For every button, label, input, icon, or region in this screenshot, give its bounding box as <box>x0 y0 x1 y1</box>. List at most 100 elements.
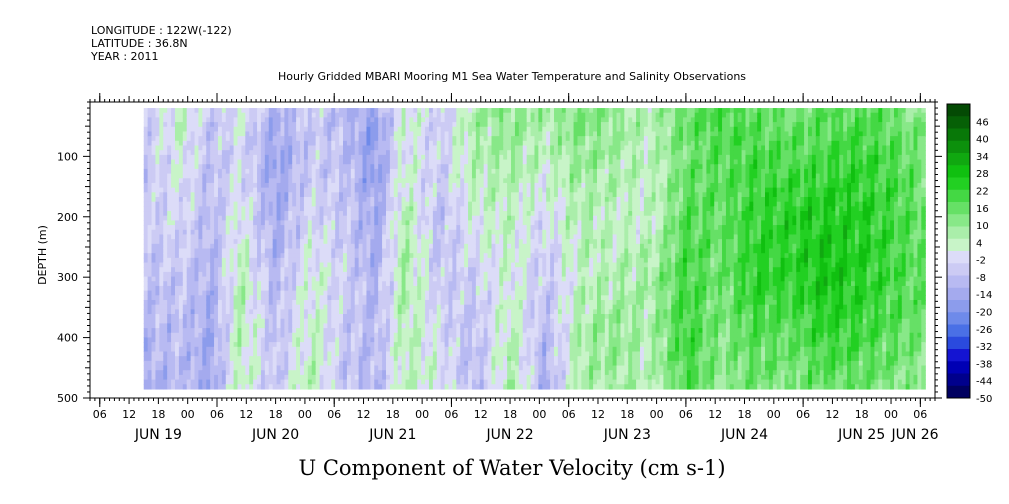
heatmap-cell <box>378 168 383 175</box>
heatmap-cell <box>327 187 332 193</box>
heatmap-cell <box>432 379 438 385</box>
heatmap-cell <box>428 360 434 367</box>
heatmap-cell <box>432 384 438 390</box>
heatmap-cell <box>210 318 215 324</box>
heatmap-cell <box>159 229 164 236</box>
heatmap-cell <box>382 356 387 362</box>
heatmap-cell <box>405 314 411 320</box>
heatmap-cell <box>440 187 446 193</box>
heatmap-cell <box>159 126 164 133</box>
heatmap-cell <box>202 346 207 353</box>
heatmap-cell <box>335 145 340 151</box>
heatmap-cell <box>229 173 235 179</box>
heatmap-cell <box>303 314 309 320</box>
heatmap-cell <box>440 117 446 123</box>
heatmap-cell <box>307 225 313 231</box>
heatmap-cell <box>253 342 258 348</box>
heatmap-cell <box>174 328 180 334</box>
heatmap-cell <box>174 117 180 123</box>
heatmap-cell <box>327 145 332 151</box>
heatmap-cell <box>178 215 184 221</box>
heatmap-cell <box>233 295 239 301</box>
heatmap-cell <box>335 356 340 362</box>
heatmap-cell <box>409 168 414 175</box>
heatmap-cell <box>319 168 325 175</box>
heatmap-cell <box>307 150 313 156</box>
heatmap-cell <box>343 131 348 137</box>
heatmap-cell <box>413 126 418 133</box>
heatmap-cell <box>284 243 289 250</box>
heatmap-cell <box>358 365 364 371</box>
heatmap-cell <box>339 159 344 165</box>
heatmap-cell <box>280 192 285 198</box>
heatmap-cell <box>374 248 379 254</box>
heatmap-cell <box>300 220 305 226</box>
heatmap-cell <box>452 262 457 268</box>
heatmap-cell <box>221 206 227 212</box>
heatmap-cell <box>167 314 172 320</box>
heatmap-cell <box>245 173 250 179</box>
heatmap-cell <box>440 239 446 245</box>
heatmap-cell <box>374 108 379 114</box>
heatmap-cell <box>428 112 434 118</box>
heatmap-cell <box>296 328 301 334</box>
heatmap-cell <box>432 145 438 151</box>
heatmap-cell <box>464 154 469 161</box>
heatmap-cell <box>229 281 235 287</box>
heatmap-cell <box>428 332 434 339</box>
heatmap-cell <box>311 290 317 296</box>
heatmap-cell <box>167 201 172 207</box>
heatmap-cell <box>186 323 192 329</box>
heatmap-cell <box>370 379 375 385</box>
heatmap-cell <box>346 332 352 339</box>
heatmap-cell <box>159 196 164 203</box>
heatmap-cell <box>225 173 231 179</box>
heatmap-cell <box>413 229 418 236</box>
heatmap-cell <box>311 248 317 254</box>
heatmap-cell <box>272 253 278 259</box>
heatmap-cell <box>370 309 375 315</box>
heatmap-cell <box>225 126 231 133</box>
heatmap-cell <box>448 140 454 147</box>
heatmap-cell <box>303 229 309 236</box>
heatmap-cell <box>272 374 278 381</box>
heatmap-cell <box>385 215 391 221</box>
heatmap-cell <box>147 337 153 343</box>
heatmap-cell <box>409 290 414 296</box>
heatmap-cell <box>268 309 274 315</box>
heatmap-cell <box>393 295 399 301</box>
heatmap-cell <box>198 262 203 268</box>
heatmap-cell <box>452 196 457 203</box>
heatmap-cell <box>327 211 332 217</box>
heatmap-cell <box>221 262 227 268</box>
heatmap-cell <box>397 253 403 259</box>
heatmap-cell <box>370 126 375 133</box>
heatmap-cell <box>292 384 297 390</box>
heatmap-cell <box>194 271 200 278</box>
heatmap-cell <box>335 253 340 259</box>
heatmap-cell <box>237 285 243 292</box>
heatmap-cell <box>229 211 235 217</box>
heatmap-cell <box>323 131 328 137</box>
heatmap-cell <box>264 267 270 273</box>
heatmap-cell <box>452 351 457 357</box>
heatmap-cell <box>421 108 426 114</box>
heatmap-cell <box>163 140 168 147</box>
heatmap-cell <box>151 365 157 371</box>
chart-header-title: Hourly Gridded MBARI Mooring M1 Sea Wate… <box>278 70 746 83</box>
heatmap-cell <box>464 159 469 165</box>
heatmap-cell <box>147 140 153 147</box>
heatmap-cell <box>428 122 434 128</box>
heatmap-cell <box>350 290 356 296</box>
heatmap-cell <box>296 365 301 371</box>
heatmap-cell <box>155 211 160 217</box>
heatmap-cell <box>323 281 328 287</box>
heatmap-cell <box>350 150 356 156</box>
heatmap-cell <box>182 257 188 264</box>
heatmap-cell <box>370 360 375 367</box>
heatmap-cell <box>159 257 164 264</box>
heatmap-cell <box>300 225 305 231</box>
heatmap-cell <box>409 159 414 165</box>
heatmap-cell <box>413 187 418 193</box>
heatmap-cell <box>460 314 465 320</box>
